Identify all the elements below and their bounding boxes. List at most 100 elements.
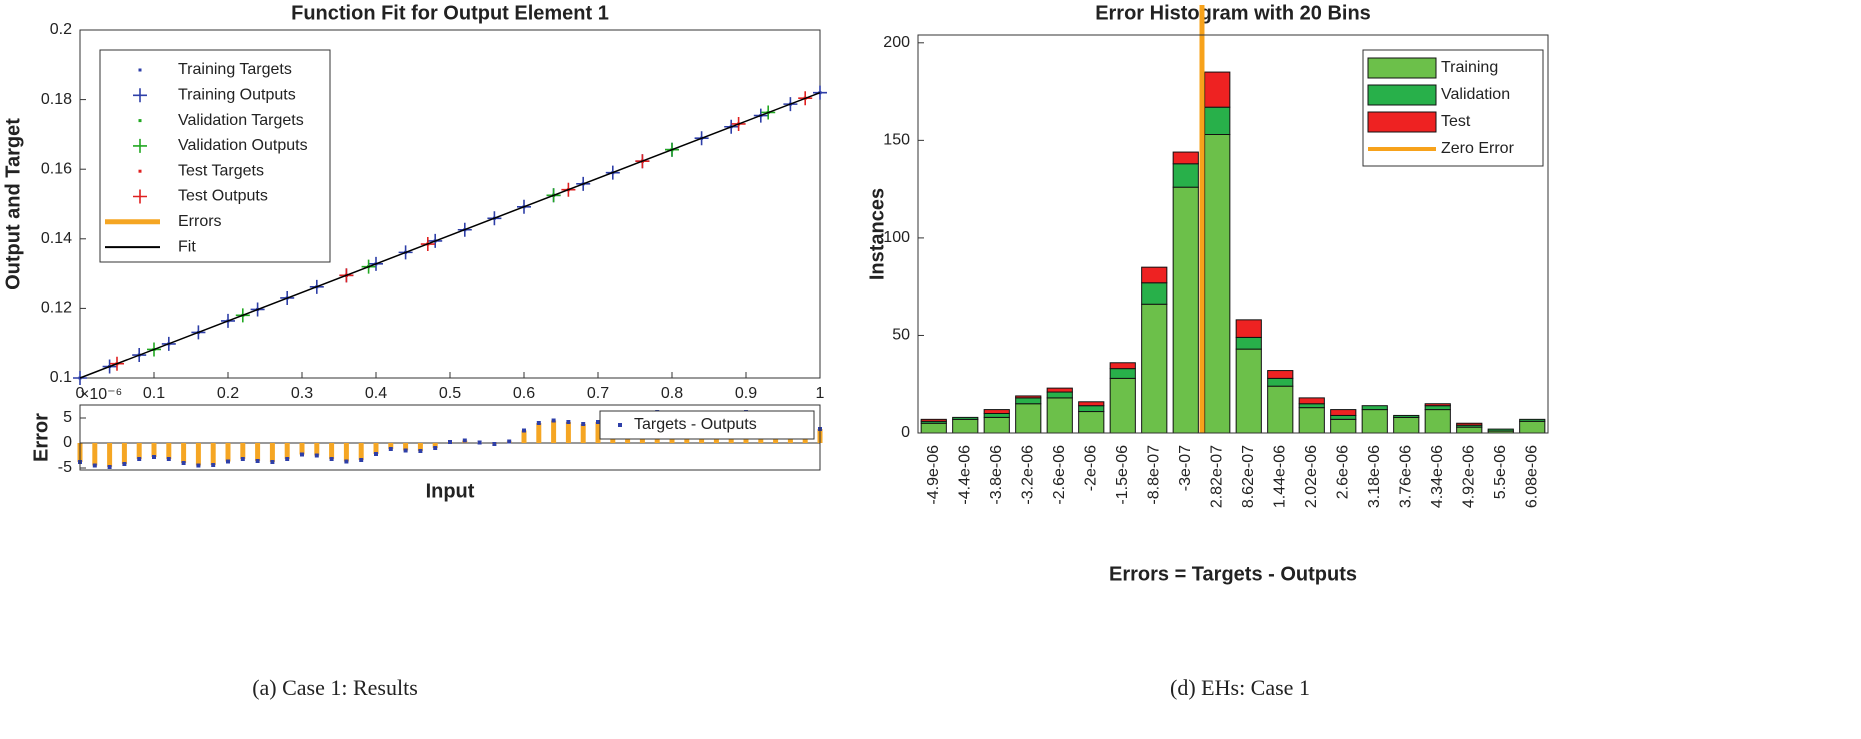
legend-swatch <box>133 88 147 103</box>
bar-segment <box>1393 414 1420 418</box>
legend-swatch <box>138 68 142 72</box>
bar-segment <box>1235 348 1262 434</box>
error-dot <box>596 420 600 424</box>
bar-segment <box>1172 163 1199 188</box>
bar-segment <box>920 418 947 422</box>
error-dot <box>551 418 556 423</box>
bar-segment <box>1330 409 1357 416</box>
x-tick-label: 0.1 <box>143 385 165 402</box>
bar-segment <box>1109 377 1136 434</box>
error-dot <box>418 449 423 453</box>
error-dot <box>314 453 319 458</box>
legend-swatch <box>133 189 147 204</box>
x-tick-label: 6.08e-06 <box>1523 445 1540 508</box>
bar-segment <box>1267 377 1294 387</box>
error-dot <box>255 459 260 463</box>
legend-label: Test Outputs <box>178 188 268 205</box>
error-dot <box>107 465 112 469</box>
x-tick-label: -3.8e-06 <box>988 445 1005 505</box>
legend-label: Fit <box>178 238 196 255</box>
error-dot <box>196 463 201 468</box>
error-dot <box>403 448 408 453</box>
bar-segment <box>1330 414 1357 420</box>
x-tick-label: -2e-06 <box>1082 445 1099 491</box>
x-tick-label: -3e-07 <box>1177 445 1194 491</box>
error-dot <box>522 428 526 433</box>
legend-label: Zero Error <box>1441 140 1515 157</box>
x-tick-label: 2.82e-07 <box>1208 445 1225 508</box>
bar-segment <box>1015 395 1042 399</box>
error-dot <box>507 439 512 444</box>
x-axis-label: Input <box>426 480 475 502</box>
legend-swatch <box>138 119 142 123</box>
y-tick-label: 0 <box>901 424 910 441</box>
x-tick-label: 4.34e-06 <box>1429 445 1446 508</box>
legend-swatch <box>1367 57 1437 79</box>
error-dot <box>270 460 275 464</box>
bar-segment <box>952 418 979 434</box>
bar-segment <box>952 416 979 420</box>
bar-segment <box>1109 368 1136 379</box>
error-dot <box>344 459 349 464</box>
x-tick-label: 3.18e-06 <box>1366 445 1383 508</box>
bar-segment <box>1204 71 1231 108</box>
legend-swatch <box>1367 84 1437 106</box>
caption: (a) Case 1: Results <box>252 675 418 700</box>
error-dot <box>462 438 467 443</box>
error-dot <box>388 447 393 451</box>
x-tick-label: 0.5 <box>439 385 461 402</box>
x-tick-label: 1 <box>816 385 825 402</box>
legend-swatch <box>1367 111 1437 133</box>
error-dot <box>137 457 142 461</box>
bar-segment <box>1424 405 1451 411</box>
bar-segment <box>1172 186 1199 434</box>
bar-segment <box>1204 134 1231 434</box>
error-dot <box>433 446 438 450</box>
legend-label: Validation Targets <box>178 112 304 129</box>
legend-swatch <box>618 423 622 427</box>
bar-segment <box>1361 405 1388 411</box>
x-tick-label: -3.2e-06 <box>1019 445 1036 505</box>
legend-label: Test Targets <box>178 162 264 179</box>
axis-exponent: ×10⁻⁶ <box>80 386 122 403</box>
y-tick-label: 0.2 <box>50 21 72 38</box>
x-tick-label: 8.62e-07 <box>1240 445 1257 508</box>
caption: (d) EHs: Case 1 <box>1170 675 1310 700</box>
legend-label: Training <box>1441 59 1498 76</box>
error-dot <box>536 421 541 425</box>
y-tick-label: 50 <box>892 327 910 344</box>
bar-segment <box>1015 397 1042 405</box>
x-tick-label: 2.02e-06 <box>1303 445 1320 508</box>
legend-label: Targets - Outputs <box>634 416 757 433</box>
x-tick-label: -4.9e-06 <box>925 445 942 505</box>
bar-segment <box>1078 401 1105 407</box>
bar-segment <box>1393 416 1420 434</box>
error-dot <box>448 440 452 444</box>
error-dot <box>226 459 230 464</box>
legend-swatch <box>138 169 142 173</box>
chart-title: Function Fit for Output Element 1 <box>291 2 609 24</box>
bar-segment <box>1424 409 1451 434</box>
error-dot <box>285 457 290 461</box>
chart-title: Error Histogram with 20 Bins <box>1095 2 1371 24</box>
legend-label: Errors <box>178 213 222 230</box>
legend-box <box>99 49 331 263</box>
y-axis-label: Instances <box>866 188 888 280</box>
bar-segment <box>1141 282 1168 305</box>
y-tick-label: 200 <box>883 34 910 51</box>
bar-segment <box>983 416 1010 434</box>
bar-segment <box>920 422 947 434</box>
bar-segment <box>1298 397 1325 405</box>
y-tick-label: 0.14 <box>41 230 72 247</box>
error-dot <box>211 463 216 467</box>
x-tick-label: 0.4 <box>365 385 387 402</box>
bar-segment <box>1109 362 1136 370</box>
y-tick-label: 0.12 <box>41 300 72 317</box>
y-tick-label: 0 <box>63 434 72 451</box>
y-tick-label: 0.1 <box>50 369 72 386</box>
bar-segment <box>1078 405 1105 413</box>
error-dot <box>92 463 97 468</box>
legend-label: Validation <box>1441 86 1510 103</box>
x-tick-label: 4.92e-06 <box>1460 445 1477 508</box>
